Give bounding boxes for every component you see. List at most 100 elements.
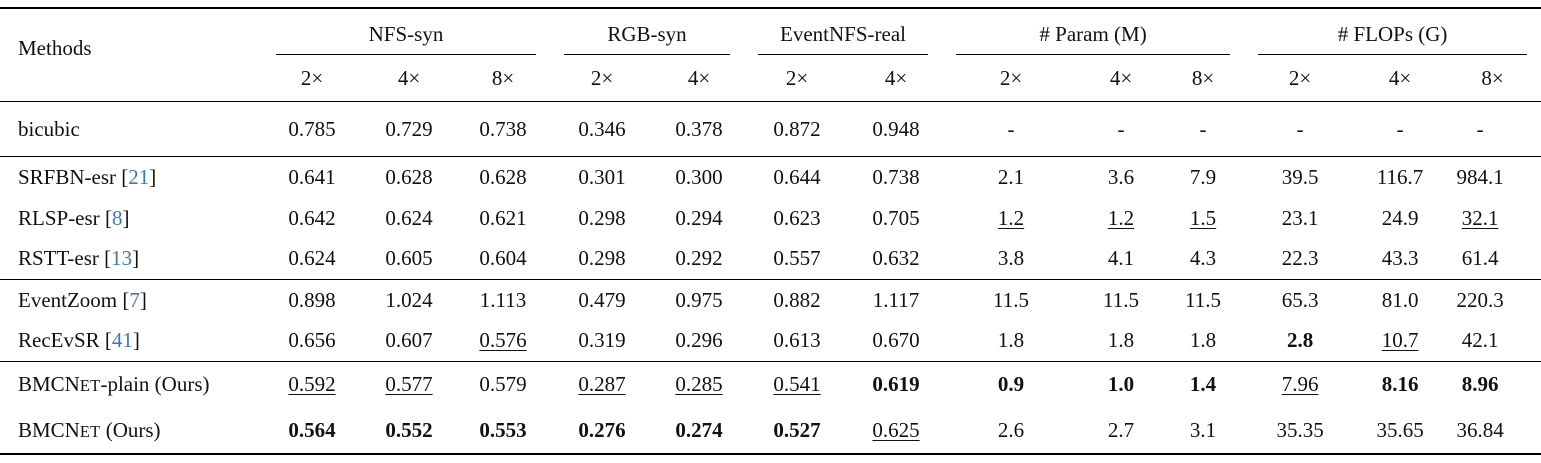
value-cell: 0.285	[654, 361, 745, 408]
value-cell: 65.3	[1244, 279, 1357, 321]
value-cell: 11.5	[942, 279, 1081, 321]
value-cell: 0.292	[675, 246, 723, 271]
value-cell: 2.1	[942, 156, 1081, 198]
citation-link[interactable]: 7	[129, 287, 140, 312]
citation-link[interactable]: 21	[128, 164, 150, 189]
value-cell: 2.7	[1107, 417, 1135, 442]
value-cell: 0.564	[288, 417, 336, 442]
value-cell: 0.872	[773, 116, 821, 141]
value-cell: 0.298	[578, 205, 626, 230]
table-row: BMCNET-plain (Ours) 0.592 0.577 0.579 0.287 0…	[0, 361, 1541, 408]
value-cell: 0.628	[362, 156, 456, 198]
value-cell: 8.96	[1444, 361, 1541, 408]
value-cell: 0.378	[675, 116, 723, 141]
value-cell: -	[1199, 116, 1207, 141]
group-label: # FLOPs (G)	[1258, 14, 1528, 55]
method-name: BMCNET-plain (Ours)	[0, 361, 262, 408]
value-cell: 0.623	[773, 205, 821, 230]
methods-header: Methods	[0, 8, 262, 102]
value-cell: 1.117	[850, 279, 943, 321]
column-group-rgb-syn: RGB-syn	[550, 8, 744, 55]
value-cell: 0.9	[942, 361, 1081, 408]
table-row: SRFBN-esr [21] 0.641 0.628 0.628 0.301 0.300 0…	[0, 156, 1541, 198]
value-cell: 2.8	[1286, 328, 1314, 353]
citation-link[interactable]: 13	[111, 246, 133, 271]
method-name: RSTT-esr [13]	[18, 246, 140, 271]
value-cell: 32.1	[1461, 205, 1499, 230]
value-cell: 0.624	[385, 205, 433, 230]
value-cell: 0.624	[288, 246, 336, 271]
scale-header-nfs-syn-8x: 8×	[456, 55, 550, 102]
value-cell: 0.670	[872, 328, 920, 353]
citation-link[interactable]: 41	[111, 328, 133, 353]
value-cell: -	[1476, 116, 1484, 141]
scale-header-rgb-syn-2x: 2×	[550, 55, 654, 102]
value-cell: 1.024	[362, 279, 456, 321]
scale-header-flops-g-4x: 4×	[1356, 55, 1445, 102]
scale-header-param-m-2x: 2×	[942, 55, 1081, 102]
value-cell: 42.1	[1461, 328, 1499, 353]
value-cell: 61.4	[1461, 246, 1499, 271]
value-cell: -	[1117, 116, 1125, 141]
value-cell: 0.619	[850, 361, 943, 408]
value-cell: 1.0	[1080, 361, 1163, 408]
table-row: bicubic 0.785 0.729 0.738 0.346 0.378 0.872 0.9…	[0, 102, 1541, 157]
value-cell: 22.3	[1281, 246, 1319, 271]
table-header: Methods NFS-syn RGB-syn EventNFS-real # Par…	[0, 8, 1541, 102]
scale-header-param-m-4x: 4×	[1080, 55, 1163, 102]
scale-header-nfs-syn-2x: 2×	[262, 55, 362, 102]
value-cell: 4.1	[1107, 246, 1135, 271]
group-label: NFS-syn	[276, 14, 536, 55]
value-cell: 220.3	[1444, 279, 1541, 321]
value-cell: 0.948	[872, 116, 920, 141]
value-cell: 0.621	[479, 205, 527, 230]
value-cell: 0.641	[262, 156, 362, 198]
method-name-smallcaps: ET	[79, 376, 101, 396]
value-cell: 0.592	[262, 361, 362, 408]
table-row: RLSP-esr [8] 0.642 0.624 0.621 0.298 0.294 0.6…	[0, 198, 1541, 239]
value-cell: 3.1	[1189, 417, 1217, 442]
value-cell: 0.276	[578, 417, 626, 442]
value-cell: 0.705	[872, 205, 920, 230]
table-row: EventZoom [7] 0.898 1.024 1.113 0.479 0.975 0.…	[0, 279, 1541, 321]
value-cell: 0.632	[872, 246, 920, 271]
value-cell: 0.576	[479, 328, 527, 353]
value-cell: 81.0	[1356, 279, 1445, 321]
value-cell: 0.319	[578, 328, 626, 353]
value-cell: 0.300	[654, 156, 745, 198]
value-cell: 0.479	[550, 279, 654, 321]
value-cell: 7.96	[1244, 361, 1357, 408]
value-cell: 0.656	[288, 328, 336, 353]
method-name: EventZoom [7]	[0, 279, 262, 321]
scale-header-flops-g-2x: 2×	[1244, 55, 1357, 102]
value-cell: -	[1396, 116, 1404, 141]
value-cell: 23.1	[1281, 205, 1319, 230]
table-row: BMCNET (Ours) 0.564 0.552 0.553 0.276 0.274 0.…	[0, 408, 1541, 454]
value-cell: 984.1	[1444, 156, 1541, 198]
citation-link[interactable]: 8	[111, 205, 123, 230]
method-name-smallcaps: ET	[79, 421, 101, 441]
method-name-text: -plain (Ours)	[100, 372, 210, 397]
value-cell: 35.35	[1276, 417, 1324, 442]
value-cell: 0.642	[288, 205, 336, 230]
method-name: RecEvSR [41]	[18, 328, 140, 353]
value-cell: 0.785	[288, 116, 336, 141]
value-cell: 0.605	[385, 246, 433, 271]
value-cell: 0.975	[654, 279, 745, 321]
value-cell: 1.8	[1107, 328, 1135, 353]
value-cell: 0.553	[479, 417, 527, 442]
group-header-row: Methods NFS-syn RGB-syn EventNFS-real # Par…	[0, 8, 1541, 102]
value-cell: 0.301	[550, 156, 654, 198]
column-group-eventnfs-real: EventNFS-real	[744, 8, 942, 55]
value-cell: 10.7	[1381, 328, 1419, 353]
value-cell: 4.3	[1189, 246, 1217, 271]
value-cell: 0.644	[744, 156, 851, 198]
results-table: Methods NFS-syn RGB-syn EventNFS-real # Par…	[0, 7, 1541, 455]
value-cell: 1.8	[1189, 328, 1217, 353]
value-cell: 1.4	[1162, 361, 1245, 408]
group-label: RGB-syn	[564, 14, 731, 55]
scale-header-eventnfs-real-4x: 4×	[850, 55, 943, 102]
method-name: SRFBN-esr [21]	[0, 156, 262, 198]
value-cell: 0.577	[362, 361, 456, 408]
value-cell: 11.5	[1080, 279, 1163, 321]
